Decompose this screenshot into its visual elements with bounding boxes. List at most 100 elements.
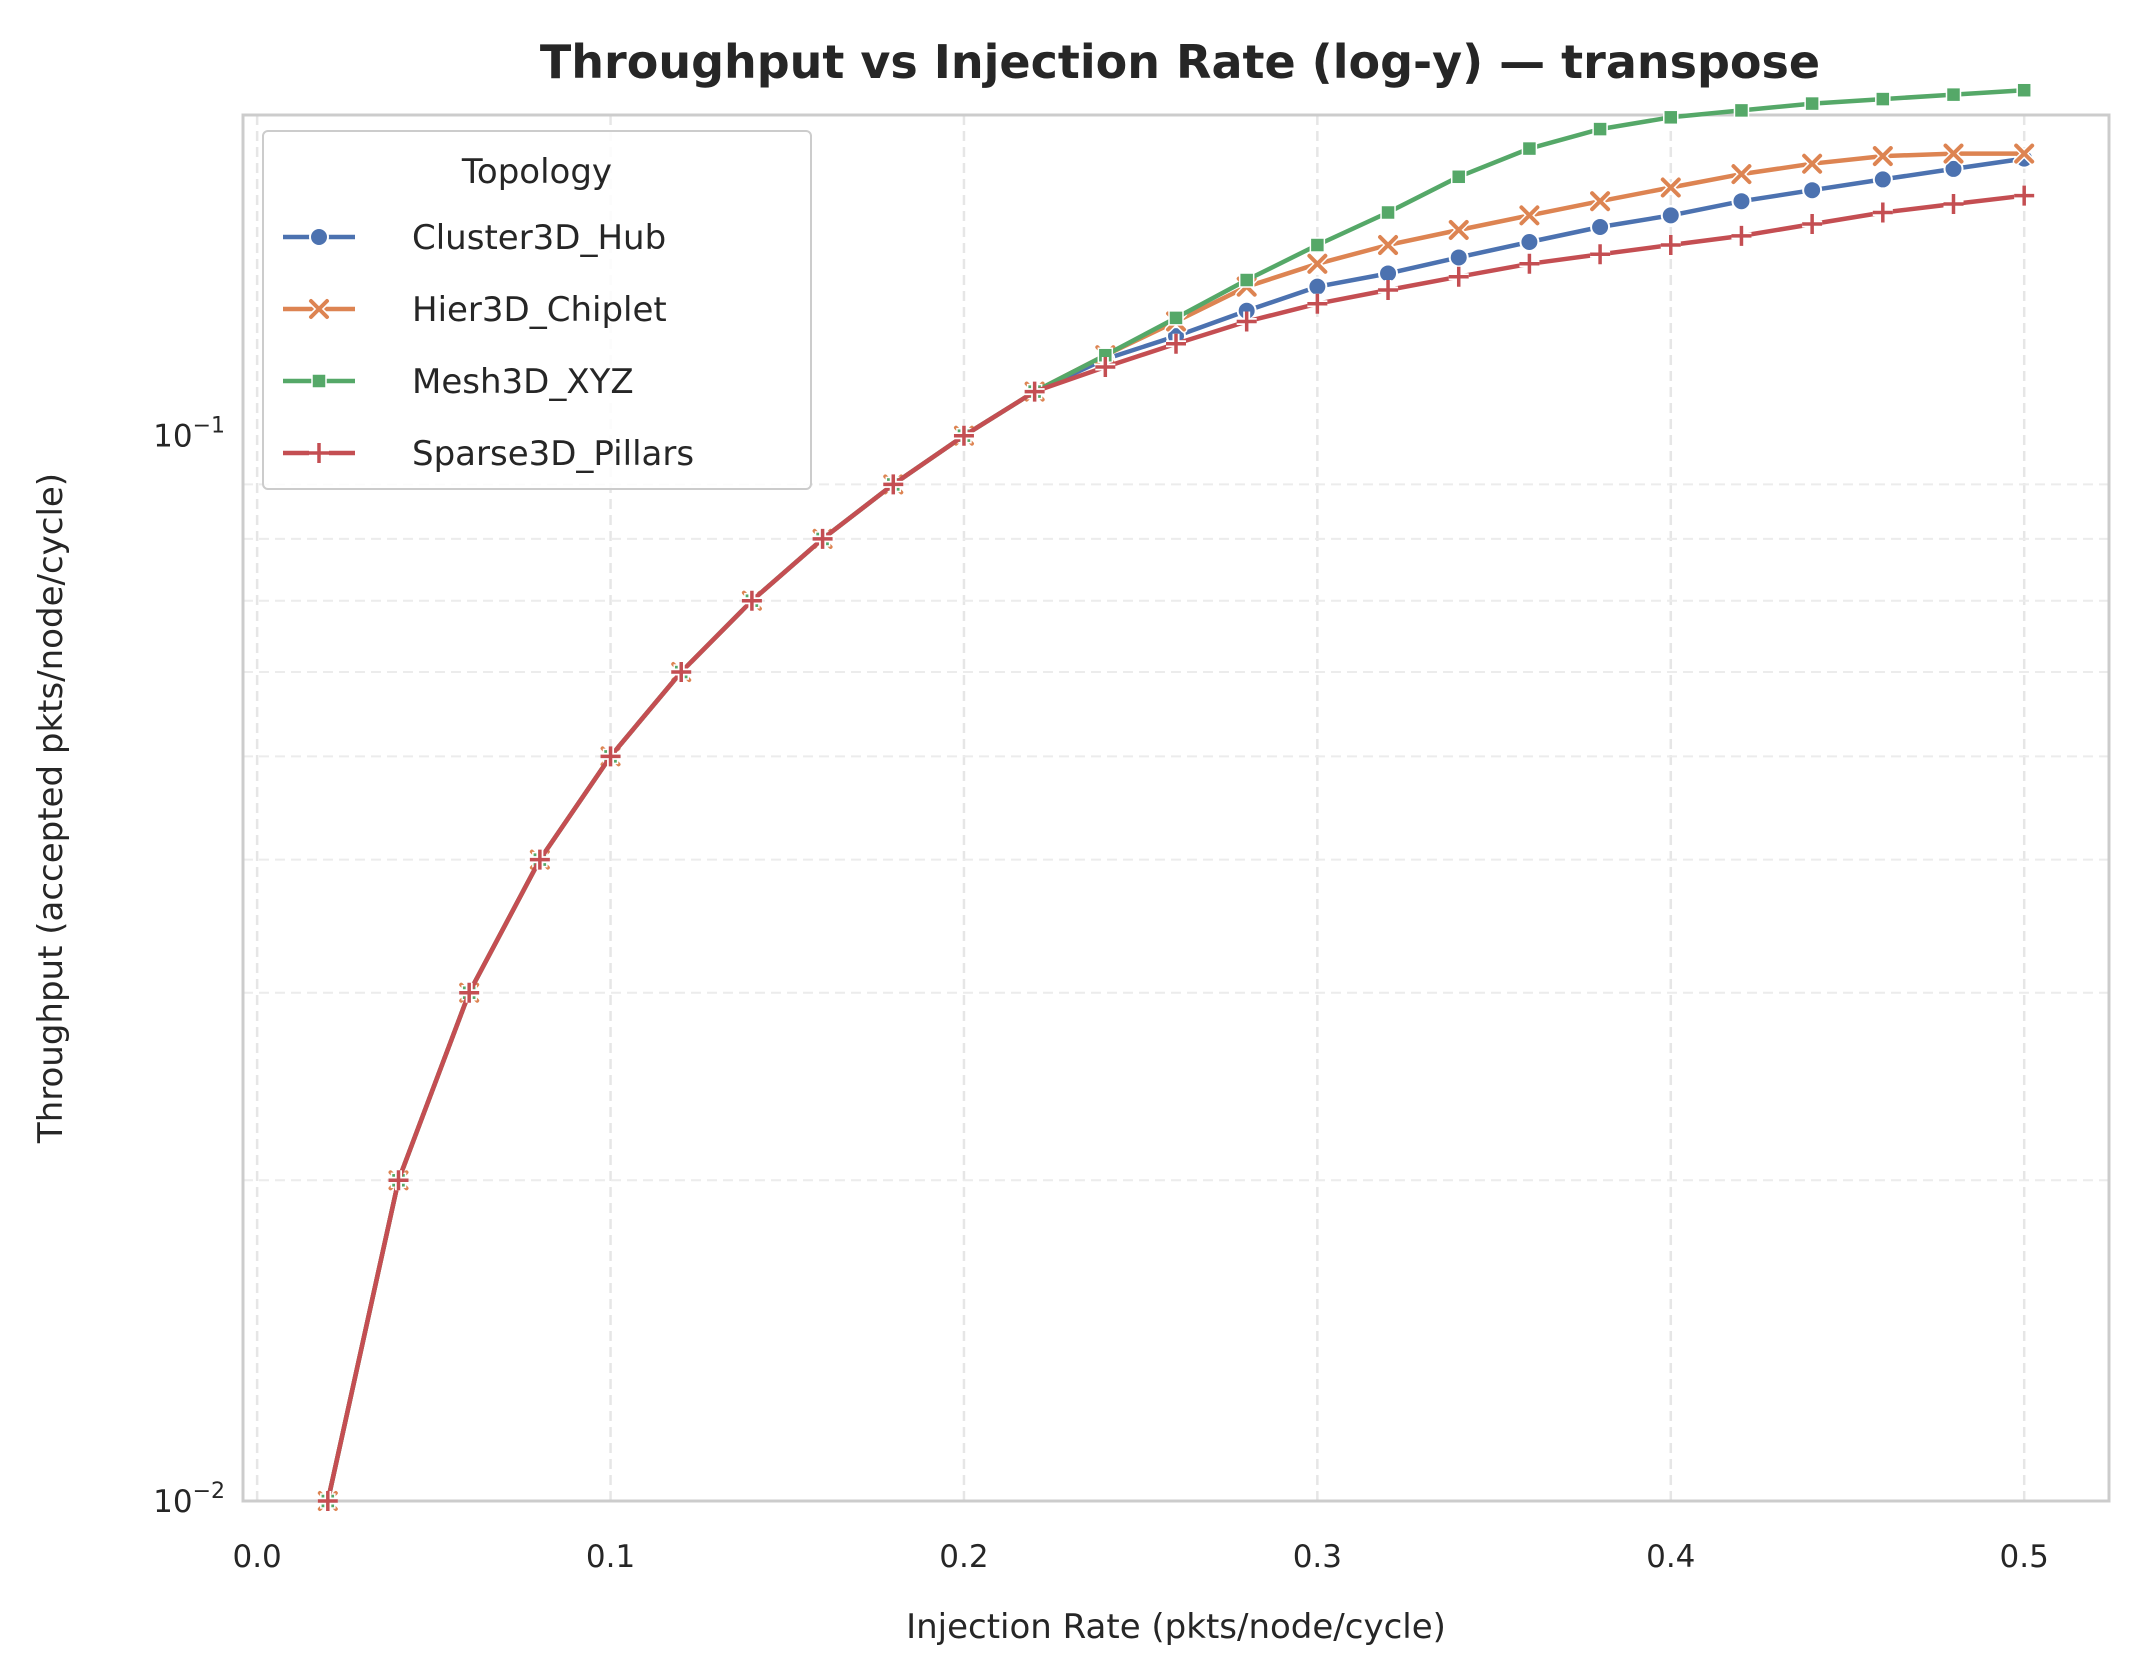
series-Sparse3D_Pillars	[317, 185, 2035, 1511]
marker-stroke	[953, 425, 974, 446]
marker-stroke	[529, 849, 550, 870]
data-point	[1519, 231, 1540, 252]
data-point	[1450, 169, 1467, 185]
data-point	[1095, 357, 1116, 378]
data-point	[1871, 144, 1895, 168]
data-point	[1592, 121, 1608, 137]
marker-stroke	[883, 474, 904, 495]
data-point	[2012, 142, 2036, 166]
data-point	[459, 982, 480, 1003]
data-point	[1447, 218, 1471, 242]
marker-stroke	[1660, 235, 1681, 256]
data-point	[1238, 272, 1255, 288]
marker-stroke	[317, 1491, 338, 1511]
data-point	[1378, 280, 1399, 301]
marker-stroke	[1166, 333, 1186, 354]
data-point	[1307, 293, 1328, 314]
data-point	[812, 528, 833, 549]
x-tick-label: 0.3	[1293, 1539, 1342, 1575]
data-point	[1305, 252, 1329, 276]
marker-stroke	[2014, 143, 2035, 164]
grid	[243, 114, 2109, 1503]
legend-box	[262, 130, 812, 490]
data-point	[1802, 214, 1823, 235]
legend: Topology Cluster3D_Hub Hier3D_Chiplet Mesh…	[262, 130, 812, 490]
marker-stroke	[309, 299, 329, 319]
data-point	[1307, 276, 1328, 297]
y-tick-label: 10−1	[153, 414, 225, 455]
data-point	[1659, 175, 1683, 199]
marker-stroke	[1943, 143, 1964, 164]
data-point	[2016, 82, 2032, 98]
data-point	[883, 474, 904, 495]
marker-stroke	[741, 590, 762, 611]
marker-stroke	[1590, 191, 1611, 212]
data-point	[1660, 205, 1681, 226]
legend-marker	[309, 443, 329, 463]
data-point	[1024, 381, 1045, 402]
marker-stroke	[1731, 164, 1752, 185]
data-point	[671, 662, 692, 683]
marker-stroke	[459, 982, 480, 1003]
legend-marker	[307, 297, 331, 321]
data-point	[1380, 204, 1396, 221]
data-point	[1448, 247, 1469, 268]
marker-stroke	[1236, 311, 1257, 332]
data-point	[1733, 102, 1750, 119]
data-point	[1800, 152, 1824, 176]
x-tick-label: 0.0	[232, 1539, 281, 1575]
series-layer	[316, 82, 2036, 1513]
marker-stroke	[2014, 185, 2035, 206]
y-tick-label: 10−2	[153, 1479, 225, 1520]
data-point	[1590, 216, 1611, 237]
marker-stroke	[1872, 146, 1893, 167]
data-point	[1731, 191, 1752, 212]
data-point	[1236, 311, 1257, 332]
y-axis-ticks: 10−1 10−2	[153, 414, 225, 1520]
x-tick-label: 0.2	[939, 1539, 988, 1575]
data-point	[1519, 253, 1540, 274]
marker-stroke	[1590, 244, 1611, 265]
data-point	[1166, 333, 1186, 354]
marker-stroke	[1448, 219, 1469, 240]
legend-entry: Sparse3D_Pillars	[283, 434, 694, 474]
legend-title: Topology	[461, 152, 612, 192]
plot-frame	[241, 113, 2111, 1503]
marker-stroke	[1519, 205, 1540, 226]
data-point	[1875, 91, 1891, 107]
marker-stroke	[1872, 202, 1893, 223]
data-point	[1943, 158, 1964, 179]
data-point	[1168, 310, 1184, 326]
marker-stroke	[1448, 266, 1469, 287]
data-point	[1942, 142, 1965, 166]
data-point	[1448, 266, 1469, 287]
marker-stroke	[1943, 194, 1964, 215]
data-point	[2014, 185, 2035, 206]
data-point	[1804, 95, 1820, 112]
marker-stroke	[309, 443, 329, 463]
legend-entry: Hier3D_Chiplet	[283, 290, 667, 330]
data-point	[1588, 189, 1612, 213]
marker-stroke	[1519, 253, 1540, 274]
x-tick-label: 0.4	[1646, 1539, 1695, 1575]
data-point	[1376, 233, 1400, 257]
data-point	[1729, 162, 1753, 186]
marker-stroke	[600, 746, 621, 767]
y-axis-label: Throughput (accepted pkts/node/cycle)	[31, 473, 71, 1144]
data-point	[1590, 244, 1611, 265]
legend-label: Cluster3D_Hub	[412, 218, 666, 258]
data-point	[1663, 109, 1679, 126]
x-axis-label: Injection Rate (pkts/node/cycle)	[906, 1607, 1446, 1647]
marker-stroke	[388, 1170, 409, 1191]
data-point	[1521, 140, 1538, 157]
marker-stroke	[1378, 235, 1399, 256]
legend-label: Sparse3D_Pillars	[412, 434, 694, 474]
legend-entry: Mesh3D_XYZ	[283, 362, 634, 402]
x-axis-ticks: 0.0 0.1 0.2 0.3 0.4 0.5	[232, 1539, 2048, 1575]
data-point	[1309, 237, 1326, 253]
data-point	[1378, 263, 1399, 284]
marker-stroke	[1731, 225, 1752, 246]
legend-entry: Cluster3D_Hub	[283, 218, 666, 258]
marker-stroke	[1024, 381, 1045, 402]
